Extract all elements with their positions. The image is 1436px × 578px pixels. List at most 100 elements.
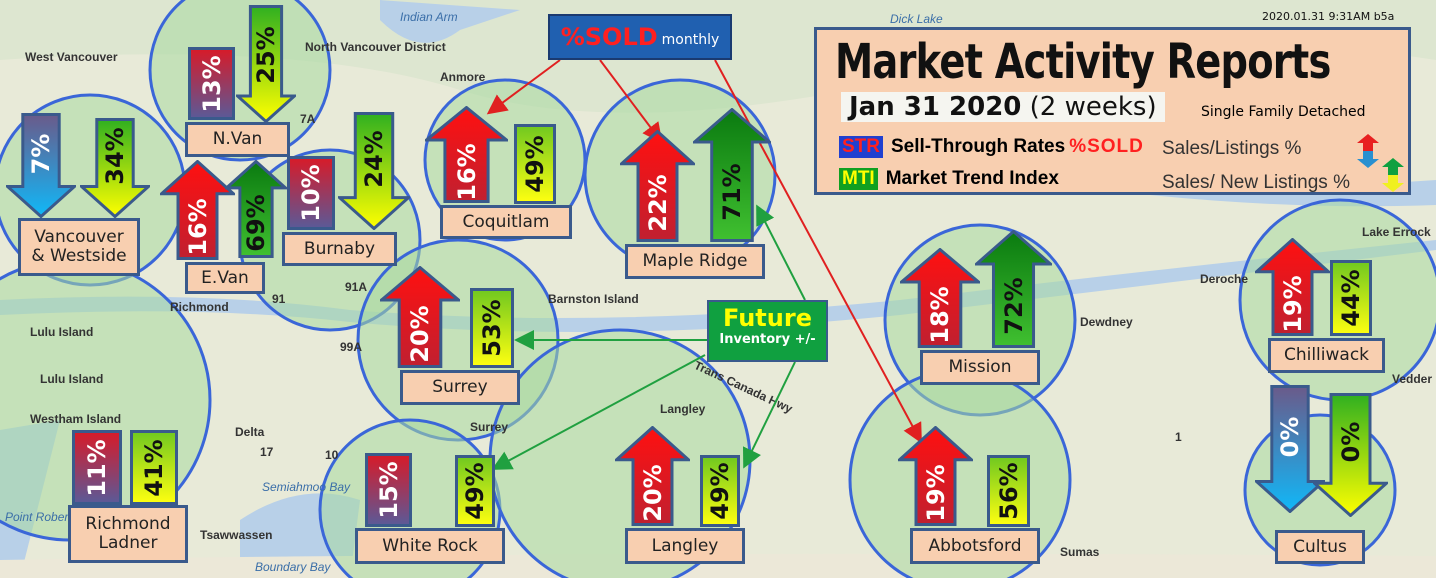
timestamp: 2020.01.31 9:31AM b5a [1262, 10, 1395, 23]
report-header: Market Activity Reports Jan 31 2020 (2 w… [814, 27, 1411, 195]
mti-badge: MTI [839, 168, 878, 190]
map-label: Dick Lake [890, 12, 943, 26]
mti-value: 49% [521, 135, 549, 193]
mti-up-arrow: 71% [693, 108, 771, 242]
region-label: Maple Ridge [625, 244, 765, 279]
region-label: E.Van [185, 262, 265, 294]
map-label: Point Roberts [5, 510, 78, 524]
str-up-arrow: 16% [160, 160, 235, 260]
map-label: Surrey [470, 420, 509, 434]
map-label: 1 [1175, 430, 1182, 444]
str-value: 19% [921, 464, 950, 522]
str-right: Sales/Listings % [1162, 138, 1302, 159]
date-note: (2 weeks) [1029, 92, 1157, 122]
mti-label: Market Trend Index [885, 168, 1059, 189]
map-label: 10 [325, 448, 339, 462]
mti-flat-arrow: 41% [130, 430, 178, 505]
map-label: 7A [300, 112, 316, 126]
str-value: 0% [1276, 416, 1304, 458]
str-value: 10% [297, 164, 325, 222]
map-label: West Vancouver [25, 50, 118, 64]
region-label: Abbotsford [910, 528, 1040, 564]
region-label: Burnaby [282, 232, 397, 266]
region-label: Surrey [400, 370, 520, 405]
up-red-down-blue-arrow-icon [1357, 134, 1379, 168]
map-label: Delta [235, 425, 265, 439]
str-value: 16% [183, 198, 212, 256]
sold-callout-title: %SOLD [560, 23, 658, 51]
region-label: Mission [920, 350, 1040, 385]
str-up-arrow: 20% [615, 426, 690, 526]
mti-down-arrow: 34% [80, 118, 150, 218]
str-suffix: %SOLD [1069, 136, 1144, 157]
map-label: 91 [272, 292, 286, 306]
str-up-arrow: 18% [900, 248, 980, 348]
str-value: 22% [643, 174, 672, 232]
map-label: Dewdney [1080, 315, 1133, 329]
mti-value: 53% [478, 299, 506, 357]
mti-value: 72% [999, 277, 1028, 335]
region-label: White Rock [355, 528, 505, 564]
str-up-arrow: 16% [425, 106, 508, 203]
future-callout-title: Future [723, 304, 812, 332]
str-value: 16% [452, 142, 481, 201]
map-label: Deroche [1200, 272, 1249, 286]
region-label: Chilliwack [1268, 338, 1385, 373]
str-label: Sell-Through Rates [891, 136, 1066, 157]
mti-down-arrow: 25% [236, 5, 296, 123]
mti-value: 0% [1336, 421, 1365, 463]
segment-label: Single Family Detached [1201, 104, 1366, 120]
mti-value: 69% [242, 194, 270, 252]
region-label: Richmond Ladner [68, 505, 188, 563]
date-bold: Jan 31 2020 [849, 92, 1022, 122]
region-label: Langley [625, 528, 745, 564]
str-value: 18% [926, 286, 954, 344]
str-up-arrow: 22% [620, 130, 695, 242]
mti-up-arrow: 72% [975, 230, 1052, 348]
map-label: Semiahmoo Bay [262, 480, 351, 494]
str-down-arrow: 0% [1255, 385, 1325, 513]
map-label: 91A [345, 280, 368, 294]
str-value: 11% [83, 438, 111, 497]
map-label: Boundary Bay [255, 560, 331, 574]
mti-value: 41% [140, 438, 168, 497]
map-label: Barnston Island [548, 292, 639, 306]
map-label: Indian Arm [400, 10, 458, 24]
mti-down-arrow: 24% [338, 112, 410, 230]
region-label: Cultus [1275, 530, 1365, 564]
str-flat-arrow: 13% [188, 47, 235, 120]
map-label: Langley [660, 402, 706, 416]
up-green-down-yellow-arrow-icon [1382, 158, 1404, 192]
region-label: N.Van [185, 122, 290, 157]
mti-value: 56% [994, 462, 1023, 520]
map-label: North Vancouver District [305, 40, 446, 54]
future-callout: Future Inventory +/- [707, 300, 828, 362]
legend-mti: MTI Market Trend Index [839, 168, 1059, 190]
str-value: 13% [197, 54, 226, 113]
sold-callout-sub: monthly [661, 32, 720, 48]
str-up-arrow: 20% [380, 266, 460, 368]
map-label: Anmore [440, 70, 486, 84]
str-value: 15% [374, 461, 403, 519]
str-up-arrow: 19% [1255, 238, 1330, 336]
mti-flat-arrow: 49% [700, 455, 740, 527]
str-down-arrow: 7% [6, 113, 76, 218]
future-callout-sub: Inventory +/- [719, 332, 816, 347]
mti-value: 49% [461, 462, 489, 520]
str-badge: STR [839, 136, 883, 158]
report-date: Jan 31 2020 (2 weeks) [841, 92, 1165, 122]
mti-up-arrow: 69% [225, 160, 287, 258]
str-flat-arrow: 11% [72, 430, 122, 505]
mti-flat-arrow: 56% [987, 455, 1030, 527]
mti-value: 44% [1337, 269, 1365, 327]
report-title: Market Activity Reports [835, 34, 1331, 90]
mti-flat-arrow: 49% [455, 455, 495, 527]
mti-value: 24% [360, 130, 388, 188]
str-value: 19% [1278, 275, 1307, 333]
mti-value: 34% [101, 127, 129, 185]
map-label: 17 [260, 445, 274, 459]
map-label: Vedder [1392, 372, 1433, 386]
map-label: 99A [340, 340, 363, 354]
region-label: Coquitlam [440, 205, 572, 239]
map-label: Sumas [1060, 545, 1100, 559]
